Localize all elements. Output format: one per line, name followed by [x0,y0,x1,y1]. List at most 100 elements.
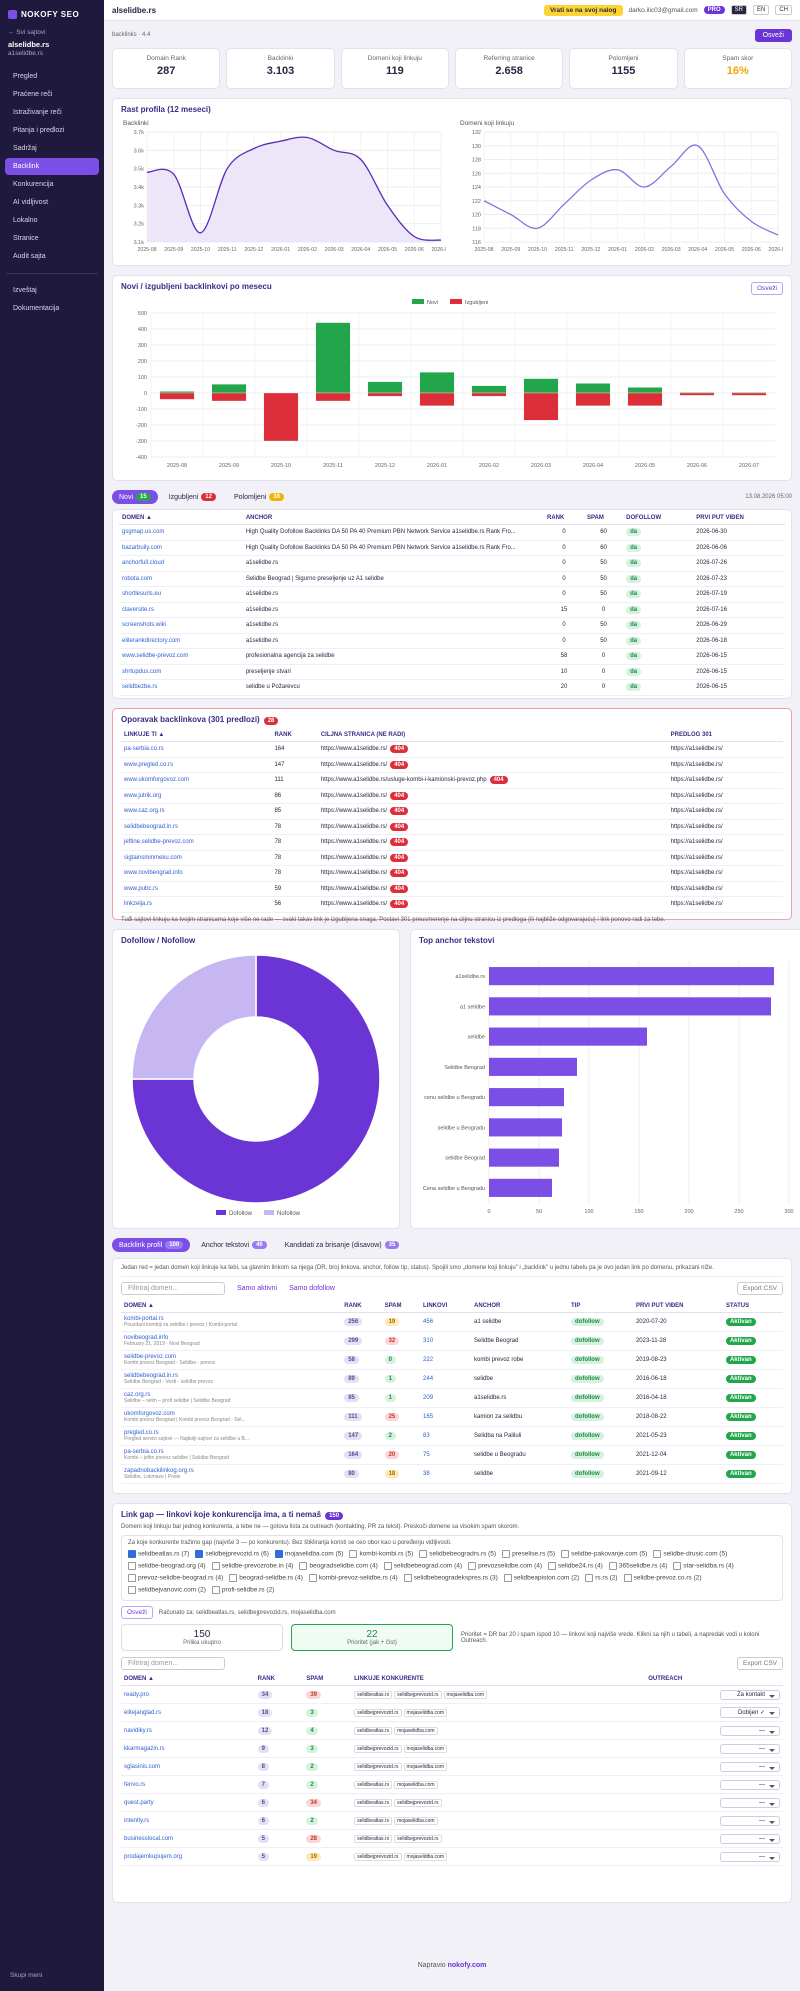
competitor-checkbox[interactable]: selidbe-prevoz.co.rs (2) [623,1574,702,1582]
table-cell: 60 [583,524,624,541]
language-button[interactable]: SR [730,5,747,15]
domain-text: screenshots.wiki [122,622,167,629]
filter-input[interactable]: Filtriraj domen... [121,1657,225,1670]
tab[interactable]: Backlink profil 100 [112,1238,191,1252]
language-button[interactable]: CH [775,5,792,15]
table-cell: eliterankdirectory.com [119,633,243,649]
competitor-checkbox[interactable]: selidbe-beograd.org (4) [128,1562,206,1570]
filter-button[interactable]: Samo dofollow [289,1285,335,1292]
competitor-checkbox[interactable]: 365selidbe.rs (4) [608,1562,667,1570]
refresh-button[interactable]: Osveži [754,28,792,42]
competitor-checkbox[interactable]: beograd-selidbe.rs (4) [229,1574,303,1582]
competitor-checkbox[interactable]: selidbejvanovic.com (2) [128,1586,206,1594]
bar [263,392,299,442]
export-button[interactable]: Export CSV [737,1657,783,1670]
competitor-checkbox[interactable]: preselise.rs (5) [502,1550,555,1558]
table-cell: selidbeatlas.rs mojaselidba.com [351,1811,646,1830]
tab[interactable]: Novi 15 [112,490,158,504]
nav-item[interactable]: Pitanja i predlozi [13,127,65,134]
outreach-select[interactable]: — [720,1851,780,1862]
column-header: SPAM [381,1300,421,1313]
outreach-select[interactable]: — [720,1833,780,1844]
spam-badge: 20 [384,1451,400,1459]
competitor-chip: mojaselidba.com [394,1780,438,1789]
competitor-checkbox[interactable]: beogradselidbe.com (4) [299,1562,378,1570]
competitor-checkbox[interactable]: rs.rs (2) [585,1574,618,1582]
footer-link[interactable]: nokofy.com [447,1962,487,1969]
refresh-button[interactable]: Osveži [751,282,783,295]
domain-text: robota.com [122,575,153,582]
outreach-select[interactable]: — [720,1797,780,1808]
nav-item[interactable]: Pregled [13,73,38,80]
nav-item[interactable]: Stranice [13,235,39,242]
return-button[interactable]: Vrati se na svoj nalog [544,4,623,16]
y-tick-label: 3.3k [134,203,145,209]
nav-item[interactable]: Praćene reči [13,91,53,98]
table-cell: https://www.a1selidbe.rs/404 [317,850,668,866]
kpi-card: Referring stranice 2.658 [454,48,564,89]
tab[interactable]: Polomljeni 38 [227,490,291,504]
nav-item[interactable]: Istraživanje reči [13,109,62,116]
table-cell: selidbejprevozid.rs mojaselidba.com [351,1739,646,1758]
table-cell: dofollow [567,1312,633,1332]
table-cell: 19 [381,1312,421,1332]
tab[interactable]: Kandidati za brisanje (disavow) 35 [278,1238,407,1252]
competitor-checkbox[interactable]: kombi-kombi.rs (5) [349,1550,413,1558]
outreach-select[interactable]: — [720,1815,780,1826]
domain-text: gsgmap.us.com [122,529,165,536]
refresh-button[interactable]: Osveži [121,1606,153,1619]
filter-input[interactable]: Filtriraj domen... [121,1282,225,1295]
outreach-select[interactable]: — [720,1779,780,1790]
nav-item[interactable]: Konkurencija [13,181,54,188]
y-tick-label: a1 selidbe [460,1004,485,1010]
rank-badge: 9 [257,1744,269,1753]
domain-link: ready.pro [124,1691,149,1698]
tab[interactable]: Anchor tekstovi 46 [194,1238,274,1252]
competitor-checkbox[interactable]: prevozselidbe.com (4) [468,1562,542,1570]
bar [367,381,403,394]
competitor-checkbox[interactable]: selidbebeogradekspres.rs (3) [403,1574,498,1582]
export-button[interactable]: Export CSV [737,1282,783,1295]
section-title: Oporavak backlinkova (301 predlozi) 28 [121,715,783,725]
competitor-checkbox[interactable]: selidbebeograd.com (4) [383,1562,462,1570]
nav-item[interactable]: AI vidljivost [13,199,49,206]
table-header: DOMEN ▲ RANK SPAM LINKUJE KONKURENTE OUTREAC… [121,1673,783,1686]
nav-item[interactable]: Audit sajta [13,253,46,260]
nav-item[interactable]: Izveštaj [13,287,37,294]
competitor-checkbox[interactable]: selidbe-drusic.com (5) [653,1550,727,1558]
nav-item[interactable]: Backlink [5,158,99,175]
competitor-checkbox[interactable]: selidbeapiston.com (2) [503,1574,579,1582]
table-cell: — [645,1757,783,1776]
competitor-checkbox[interactable]: prevoz-selidbe-beograd.rs (4) [128,1574,223,1582]
competitor-checkbox[interactable]: selidbe24.rs (4) [548,1562,603,1570]
collapse-menu[interactable]: Skupi meni [10,1972,43,1979]
tab[interactable]: Izgubljeni 12 [162,490,223,504]
outreach-select[interactable]: — [720,1743,780,1754]
competitor-checkbox[interactable]: selidbeatlas.rs (7) [128,1550,189,1558]
competitor-checkbox[interactable]: selidbejprevozid.rs (6) [195,1550,269,1558]
competitor-checkbox[interactable]: kombi-prevoz-selidbe.rs (4) [308,1574,398,1582]
bar [367,392,403,397]
back-link[interactable]: ← Svi sajtovi [8,29,46,36]
nav-item[interactable]: Dokumentacija [13,305,60,312]
spam-text: 50 [600,591,607,598]
nav-item[interactable]: Lokalno [13,217,38,224]
outreach-select[interactable]: — [720,1725,780,1736]
competitor-name: selidbebeogradrs.rs (5) [429,1550,497,1558]
outreach-select[interactable]: — [720,1761,780,1772]
spam-text: 0 [601,684,606,691]
language-button[interactable]: EN [752,5,770,15]
competitor-checkbox[interactable]: star-selidba.rs (4) [673,1562,734,1570]
competitor-name: selidbebeogradekspres.rs (3) [413,1574,498,1582]
competitor-checkbox[interactable]: mojaselidba.com (5) [274,1550,343,1558]
spam-badge: 3 [306,1744,318,1753]
y-tick-label: a1selidbe.rs [455,974,485,980]
competitor-checkbox[interactable]: selidbe-pakovanje.com (5) [561,1550,647,1558]
filter-button[interactable]: Samo aktivni [237,1285,278,1292]
competitor-checkbox[interactable]: profi-selidbe.rs (2) [211,1586,274,1594]
competitor-checkbox[interactable]: selidbe-prevozrobe.in (4) [211,1562,293,1570]
outreach-select[interactable]: Dobijen ✓ [720,1707,780,1718]
competitor-checkbox[interactable]: selidbebeogradrs.rs (5) [419,1550,496,1558]
outreach-select[interactable]: Za kontakt [720,1689,780,1700]
nav-item[interactable]: Sadržaj [13,145,37,152]
